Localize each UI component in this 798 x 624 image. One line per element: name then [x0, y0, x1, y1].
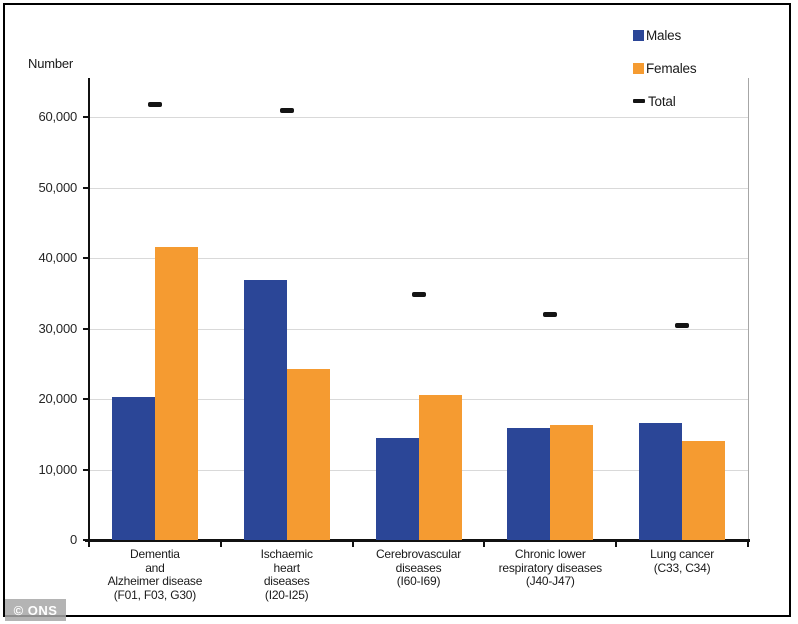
ons-watermark: © ONS [5, 599, 66, 621]
x-category-label-line: Dementia [130, 547, 180, 561]
legend-label: Males [646, 27, 682, 43]
bar-females [418, 395, 462, 540]
x-category-label-line: Lung cancer [650, 547, 715, 561]
total-marker [675, 322, 690, 328]
total-marker [279, 107, 294, 113]
bar-females [154, 246, 198, 540]
legend-item-total: Total [633, 90, 696, 112]
x-category-label: Cerebrovascular diseases (I60-I69) [353, 547, 485, 589]
x-category-label-line: Ischaemic [260, 547, 313, 561]
bar-males [243, 279, 287, 540]
y-tick-label: 0 [69, 532, 77, 547]
y-gridline [89, 187, 748, 189]
y-tick-label: 20,000 [38, 391, 77, 406]
x-category-label: Chronic lower respiratory diseases (J40-J4… [484, 547, 616, 589]
legend: Males Females Total [633, 24, 697, 123]
y-axis-line [88, 78, 90, 542]
x-category-label-line: respiratory diseases [498, 560, 603, 575]
x-category-label-line: (J40-J47) [525, 574, 575, 588]
bar-males [111, 396, 155, 540]
x-category-label-line: (F01, F03, G30) [113, 587, 197, 602]
legend-label: Females [646, 60, 697, 76]
y-axis-tick [83, 116, 89, 118]
bar-females [682, 441, 726, 540]
females-swatch-icon [633, 62, 644, 74]
x-category-label-line: (I20-I25) [264, 587, 309, 602]
y-gridline [89, 258, 748, 259]
x-category-label-line: Chronic lower [514, 547, 586, 561]
males-swatch-icon [633, 29, 644, 41]
x-category-label-line: heart [273, 560, 301, 575]
x-category-label: Lung cancer (C33, C34) [616, 547, 748, 575]
x-category-label-line: (C33, C34) [653, 560, 711, 575]
total-marker [147, 102, 162, 108]
legend-item-males: Males [633, 24, 696, 46]
x-axis-tick [219, 542, 222, 547]
y-tick-label: 30,000 [38, 320, 77, 336]
y-axis-tick [83, 257, 89, 259]
x-category-label-line: diseases [395, 560, 442, 575]
x-category-label-line: (I60-I69) [396, 574, 441, 588]
y-axis-title: Number [28, 56, 74, 71]
bar-males [375, 437, 419, 540]
y-axis-tick [83, 468, 89, 471]
y-tick-label: 60,000 [38, 109, 77, 124]
y-axis-tick [83, 186, 89, 189]
bar-males [507, 427, 551, 540]
x-axis-tick [483, 542, 486, 547]
x-category-label: Dementia and Alzheimer disease (F01, F03, G… [89, 547, 221, 602]
bar-males [639, 422, 683, 540]
x-axis-tick [351, 542, 354, 547]
y-tick-label: 50,000 [38, 179, 77, 195]
bar-females [286, 369, 330, 540]
x-category-label-line: diseases [263, 574, 310, 588]
y-tick-label: 10,000 [38, 461, 77, 477]
total-dash-icon [633, 99, 645, 103]
plot-right-border [748, 78, 749, 540]
total-marker [411, 291, 426, 297]
x-axis-tick [88, 542, 90, 547]
legend-label: Total [648, 93, 676, 109]
legend-item-females: Females [633, 57, 697, 79]
x-axis-tick [615, 542, 618, 547]
y-axis-tick [83, 327, 89, 330]
bar-females [550, 425, 594, 540]
x-axis-tick [747, 542, 749, 547]
x-axis-line [85, 539, 750, 542]
x-category-label: Ischaemic heart diseases (I20-I25) [221, 547, 353, 602]
y-axis-tick [83, 398, 89, 400]
x-category-label-line: Alzheimer disease [107, 574, 203, 588]
y-tick-label: 40,000 [38, 250, 77, 265]
x-category-label-line: Cerebrovascular [375, 547, 462, 561]
x-category-label-line: and [145, 560, 165, 575]
y-gridline [89, 328, 748, 330]
y-gridline [89, 117, 748, 118]
total-marker [543, 311, 558, 317]
